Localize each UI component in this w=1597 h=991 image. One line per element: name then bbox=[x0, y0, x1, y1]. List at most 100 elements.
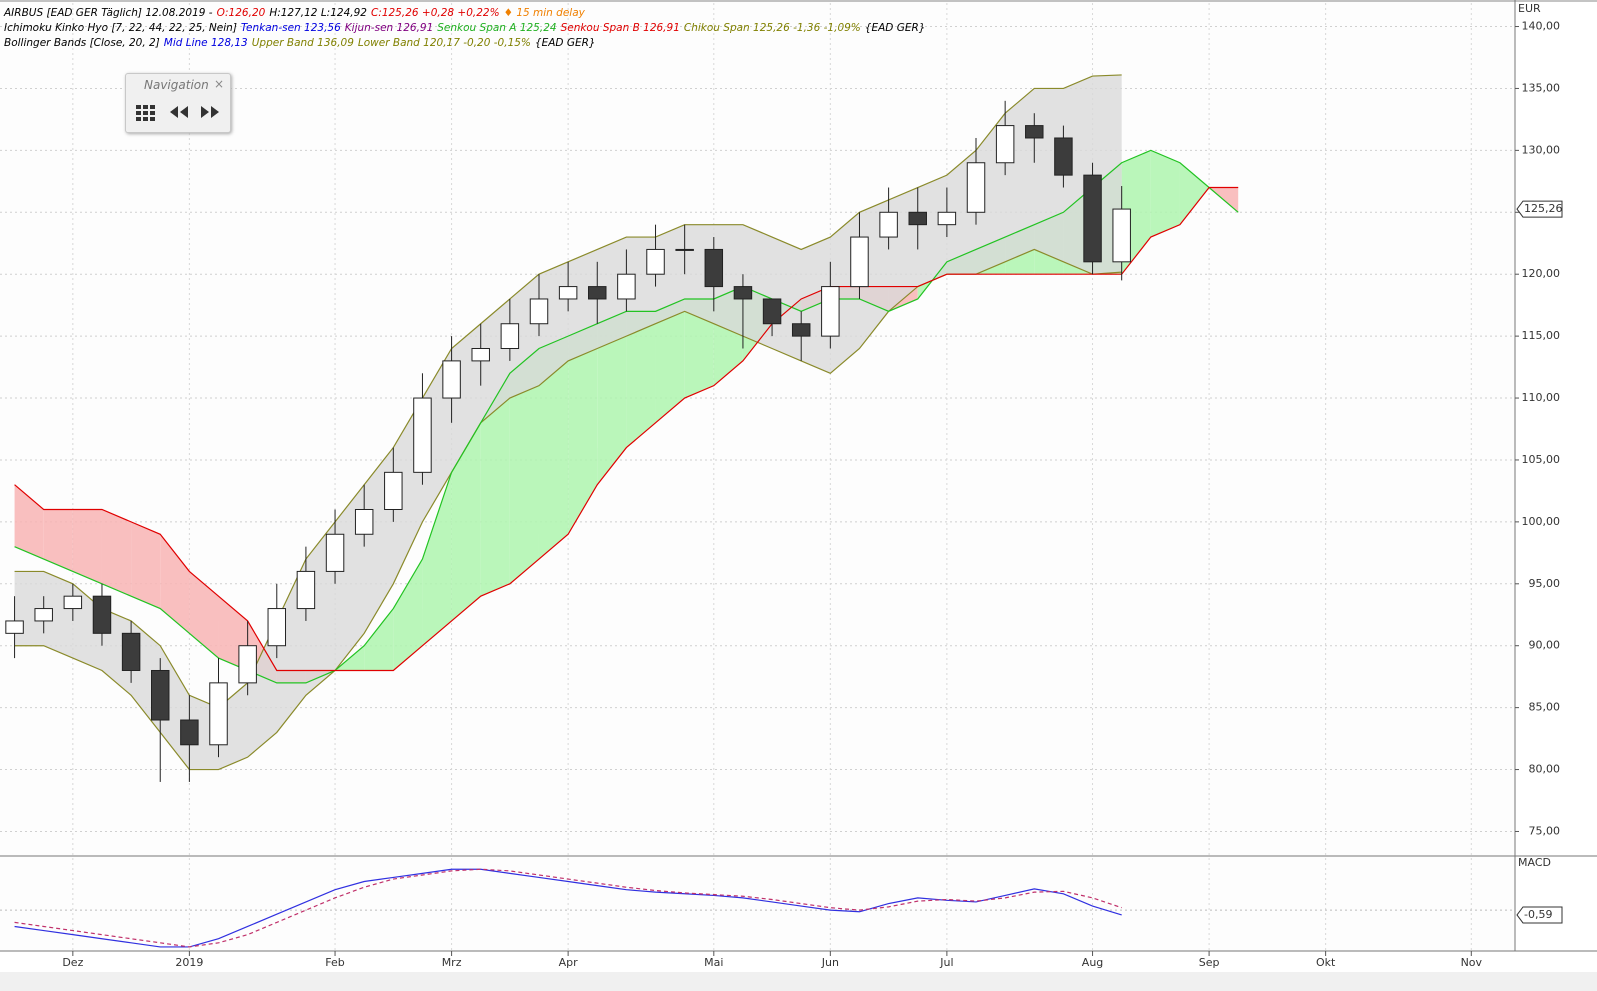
nav-buttons[interactable] bbox=[126, 74, 230, 132]
cloud-fill bbox=[393, 559, 423, 671]
y-tick-label: 100,00 bbox=[1522, 515, 1561, 528]
x-tick-label: Jul bbox=[939, 956, 953, 969]
legend-text: {EAD GER} bbox=[864, 22, 926, 34]
candle-body bbox=[413, 397, 432, 473]
legend-text: C:125,26 +0,28 +0,22% bbox=[370, 7, 500, 19]
cloud-fill bbox=[597, 311, 627, 485]
candle-body bbox=[995, 125, 1015, 164]
unit-label: EUR bbox=[1518, 2, 1541, 15]
legend-text: Senkou Span B 126,91 bbox=[560, 22, 680, 34]
candle-body bbox=[442, 360, 461, 399]
last-value-label: -0,59 bbox=[1524, 908, 1552, 921]
cloud-fill bbox=[43, 509, 73, 572]
candle-body bbox=[384, 471, 403, 510]
cloud-fill bbox=[101, 509, 132, 597]
x-tick-label: Mai bbox=[704, 956, 723, 969]
candle-body bbox=[704, 248, 724, 288]
cloud-fill bbox=[364, 608, 394, 671]
x-tick-label: Sep bbox=[1199, 956, 1220, 969]
cloud-fill bbox=[72, 509, 102, 584]
candle-body bbox=[762, 298, 782, 325]
legend-text: Kijun-sen 126,91 bbox=[344, 22, 434, 34]
candle-body bbox=[92, 595, 112, 634]
candle-body bbox=[733, 286, 753, 300]
legend-text: Bollinger Bands [Close, 20, 2] bbox=[4, 37, 160, 49]
last-value-box bbox=[1516, 200, 1563, 218]
y-tick-label: 135,00 bbox=[1522, 81, 1561, 94]
y-tick-label: 80,00 bbox=[1529, 763, 1561, 776]
cloud-fill bbox=[1150, 150, 1180, 238]
cloud-fill bbox=[1179, 162, 1210, 225]
legend-text: H:127,12 L:124,92 bbox=[269, 7, 367, 19]
candle-body bbox=[908, 211, 927, 226]
candle-body bbox=[588, 286, 607, 300]
y-tick-label: 85,00 bbox=[1529, 701, 1561, 714]
candle-body bbox=[180, 719, 199, 746]
last-value-label: 125,26 bbox=[1524, 202, 1563, 215]
candle-body bbox=[354, 508, 374, 535]
legend-text: Mid Line 128,13 bbox=[163, 37, 248, 49]
cloud-fill bbox=[480, 373, 510, 597]
close-button[interactable]: × bbox=[213, 77, 224, 91]
x-tick-label: Nov bbox=[1461, 956, 1483, 969]
y-tick-label: 95,00 bbox=[1529, 577, 1561, 590]
last-value-box bbox=[1516, 906, 1563, 924]
candle-body bbox=[471, 348, 490, 362]
candle-body bbox=[791, 323, 811, 337]
y-tick-label: 120,00 bbox=[1522, 267, 1561, 280]
x-tick-label: Feb bbox=[325, 956, 344, 969]
candle-body bbox=[1083, 174, 1102, 263]
candle-body bbox=[151, 669, 170, 721]
candle-body bbox=[646, 248, 665, 275]
panel-title: MACD bbox=[1518, 856, 1551, 869]
y-tick-label: 75,00 bbox=[1529, 824, 1561, 837]
status-bar bbox=[0, 972, 1597, 991]
cloud-fill bbox=[655, 298, 685, 423]
candle-body bbox=[267, 608, 287, 647]
legend-line: AIRBUS [EAD GER Täglich] 12.08.2019 - O:1… bbox=[4, 6, 929, 21]
legend-line: Ichimoku Kinko Hyo [7, 22, 44, 22, 25, N… bbox=[4, 21, 929, 36]
cloud-fill bbox=[538, 336, 569, 560]
candle-body bbox=[617, 273, 636, 300]
candle-body bbox=[879, 211, 898, 238]
plot-background bbox=[0, 0, 1515, 951]
candle-body bbox=[325, 533, 345, 572]
legend-line: Bollinger Bands [Close, 20, 2] Mid Line 1… bbox=[4, 36, 929, 51]
legend-text: {EAD GER} bbox=[534, 37, 596, 49]
candle-body bbox=[296, 570, 316, 610]
cloud-fill bbox=[160, 534, 190, 634]
x-tick-label: Apr bbox=[559, 956, 579, 969]
cloud-fill bbox=[626, 311, 656, 448]
candle-body bbox=[63, 595, 83, 610]
legend-text: Upper Band 136,09 bbox=[251, 37, 354, 49]
y-tick-label: 130,00 bbox=[1522, 143, 1561, 156]
cloud-fill bbox=[451, 422, 481, 621]
candle-body bbox=[34, 608, 53, 622]
cloud-fill bbox=[422, 472, 452, 646]
cloud-fill bbox=[509, 348, 539, 584]
candle-body bbox=[1025, 125, 1044, 139]
candle-body bbox=[1112, 208, 1131, 263]
candle-body bbox=[1054, 137, 1073, 176]
candle-body bbox=[675, 248, 694, 251]
candle-body bbox=[529, 298, 549, 325]
y-tick-label: 115,00 bbox=[1522, 329, 1561, 342]
y-tick-label: 105,00 bbox=[1522, 453, 1561, 466]
y-tick-label: 140,00 bbox=[1522, 20, 1561, 33]
y-tick-label: 110,00 bbox=[1522, 391, 1561, 404]
legend-text: Tenkan-sen 123,56 bbox=[240, 22, 341, 34]
candle-body bbox=[500, 323, 520, 350]
cloud-fill bbox=[131, 521, 161, 609]
legend-text: Lower Band 120,17 -0,20 -0,15% bbox=[357, 37, 531, 49]
legend: AIRBUS [EAD GER Täglich] 12.08.2019 - O:1… bbox=[4, 6, 929, 51]
candle-body bbox=[209, 682, 228, 746]
candle-body bbox=[937, 211, 957, 226]
candle-body bbox=[121, 632, 141, 671]
cloud-fill bbox=[189, 571, 219, 659]
cloud-fill bbox=[684, 298, 714, 399]
x-tick-label: Mrz bbox=[442, 956, 462, 969]
x-tick-label: Dez bbox=[62, 956, 83, 969]
legend-text: ♦ 15 min delay bbox=[503, 7, 585, 19]
